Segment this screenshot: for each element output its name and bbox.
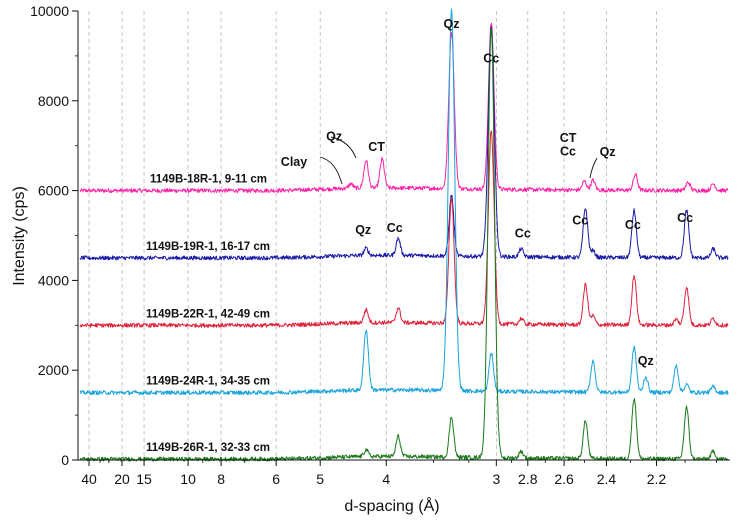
series-label: 1149B-22R-1, 42-49 cm [146, 308, 270, 320]
peak-annotation: Cc [677, 211, 693, 225]
series-label: 1149B-18R-1, 9-11 cm [150, 174, 267, 186]
peak-annotation: Cc [515, 227, 531, 241]
leader-qz [330, 136, 357, 159]
leader-clay [319, 156, 343, 185]
series-label: 1149B-26R-1, 32-33 cm [146, 442, 270, 454]
peak-annotation: Clay [281, 155, 307, 169]
peak-annotation: Cc [560, 145, 576, 159]
x-tick-label: 2.8 [518, 471, 538, 487]
x-tick-label: 2.4 [597, 471, 617, 487]
trace-line [79, 26, 729, 261]
x-tick-label: 10 [180, 471, 196, 487]
series-2 [79, 130, 729, 328]
series-3 [79, 8, 729, 396]
series-1 [79, 26, 729, 261]
x-tick-label: 2.6 [554, 471, 574, 487]
x-tick-label: 40 [81, 471, 97, 487]
axes: 40 20 15 10 8 6 5 4 3 2.8 2.6 2.4 2.2 0 2000 4000 6000 80… [30, 3, 730, 487]
y-tick-label: 4000 [38, 272, 69, 288]
peak-annotation: Qz [355, 223, 371, 237]
x-tick-label: 3 [492, 471, 500, 487]
x-tick-label: 2.2 [647, 471, 667, 487]
y-tick-label: 6000 [38, 183, 69, 199]
y-tick-label: 10000 [30, 3, 69, 19]
y-tick-label: 0 [61, 452, 69, 468]
trace-line [79, 130, 729, 328]
peak-annotation: Cc [572, 213, 588, 227]
leader-qz-2 [589, 157, 598, 179]
x-tick-label: 5 [316, 471, 324, 487]
x-tick-label: 6 [272, 471, 280, 487]
peak-annotation: Qz [444, 17, 460, 31]
x-tick-label: 8 [217, 471, 225, 487]
y-tick-label: 2000 [38, 362, 69, 378]
series-0 [79, 22, 729, 194]
peak-annotation: CT [368, 140, 385, 154]
peak-annotation: Qz [326, 129, 342, 143]
xrd-traces [79, 8, 729, 462]
trace-line [79, 8, 729, 396]
peak-annotation: Cc [483, 52, 499, 66]
y-tick-label: 8000 [38, 93, 69, 109]
peak-annotation: Cc [625, 218, 641, 232]
peak-annotation: Qz [638, 354, 654, 368]
series-label: 1149B-19R-1, 16-17 cm [146, 241, 270, 253]
series-label: 1149B-24R-1, 34-35 cm [146, 376, 270, 388]
peak-annotation: Cc [387, 221, 403, 235]
peak-annotation: CT [560, 131, 577, 145]
x-tick-label: 4 [382, 471, 390, 487]
x-axis-title: d-spacing (Å) [344, 496, 439, 515]
y-axis-title: Intensity (cps) [11, 186, 28, 286]
x-tick-label: 20 [114, 471, 130, 487]
trace-labels: 1149B-18R-1, 9-11 cm 1149B-19R-1, 16-17 c… [146, 174, 270, 455]
x-tick-label: 15 [136, 471, 152, 487]
trace-line [79, 22, 729, 194]
vertical-grid-lines [88, 11, 657, 460]
peak-annotation: Qz [600, 145, 616, 159]
